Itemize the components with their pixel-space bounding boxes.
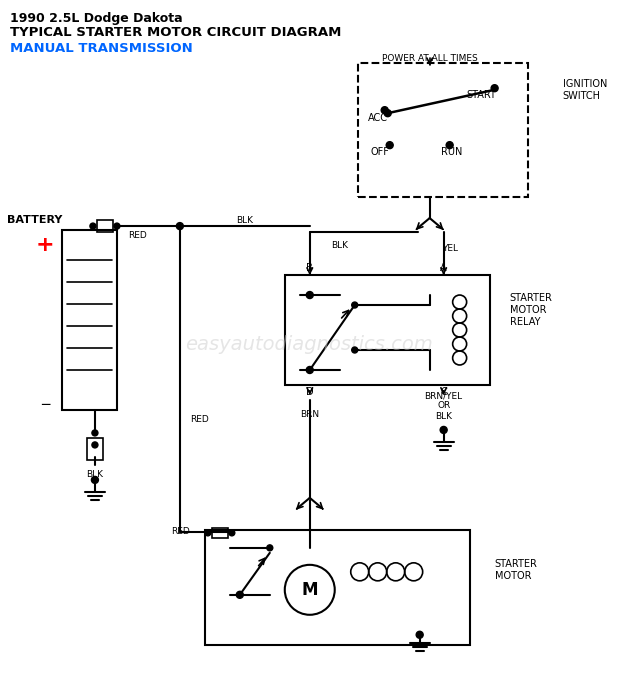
Circle shape [92,442,98,448]
Circle shape [386,141,393,148]
Text: A: A [441,263,447,273]
Text: BLK: BLK [331,241,348,250]
Text: YEL: YEL [442,244,458,253]
Text: START: START [467,90,497,100]
Text: RED: RED [171,527,190,536]
Circle shape [205,530,211,536]
Circle shape [491,85,498,92]
Circle shape [307,292,313,299]
Text: ─: ─ [41,398,49,412]
Text: OFF: OFF [370,147,389,157]
Circle shape [229,530,235,536]
Circle shape [384,110,391,117]
Circle shape [352,302,358,308]
Circle shape [267,545,273,551]
Text: BRN: BRN [300,411,320,420]
Text: BLK: BLK [236,215,253,225]
Circle shape [416,631,423,638]
Text: BRN/YEL
OR
BLK: BRN/YEL OR BLK [425,391,463,421]
Text: B: B [307,263,313,273]
Circle shape [114,223,120,229]
Circle shape [352,347,358,353]
Circle shape [176,223,184,230]
Text: ACC: ACC [368,113,387,124]
Circle shape [236,591,243,598]
Circle shape [92,430,98,436]
Text: IGNITION
SWITCH: IGNITION SWITCH [562,79,607,101]
Circle shape [307,366,313,373]
Text: RED: RED [190,415,209,424]
Circle shape [440,426,447,433]
Text: POWER AT ALL TIMES: POWER AT ALL TIMES [382,54,478,63]
Text: M: M [302,581,318,599]
Circle shape [446,141,453,148]
Text: +: + [36,235,54,255]
Text: STARTER
MOTOR: STARTER MOTOR [494,559,538,580]
Text: easyautodiagnostics.com: easyautodiagnostics.com [185,335,433,355]
Text: TYPICAL STARTER MOTOR CIRCUIT DIAGRAM: TYPICAL STARTER MOTOR CIRCUIT DIAGRAM [10,26,341,39]
Text: STARTER
MOTOR
RELAY: STARTER MOTOR RELAY [510,293,552,326]
Text: C: C [440,387,447,397]
Circle shape [91,476,98,484]
Text: MANUAL TRANSMISSION: MANUAL TRANSMISSION [10,42,193,55]
Circle shape [381,107,388,114]
Text: BLK: BLK [87,471,103,480]
Text: RUN: RUN [441,147,462,157]
Text: RED: RED [129,230,147,239]
Text: BATTERY: BATTERY [7,215,62,225]
Text: D: D [306,387,313,397]
Text: 1990 2.5L Dodge Dakota: 1990 2.5L Dodge Dakota [10,12,182,26]
Circle shape [90,223,96,229]
